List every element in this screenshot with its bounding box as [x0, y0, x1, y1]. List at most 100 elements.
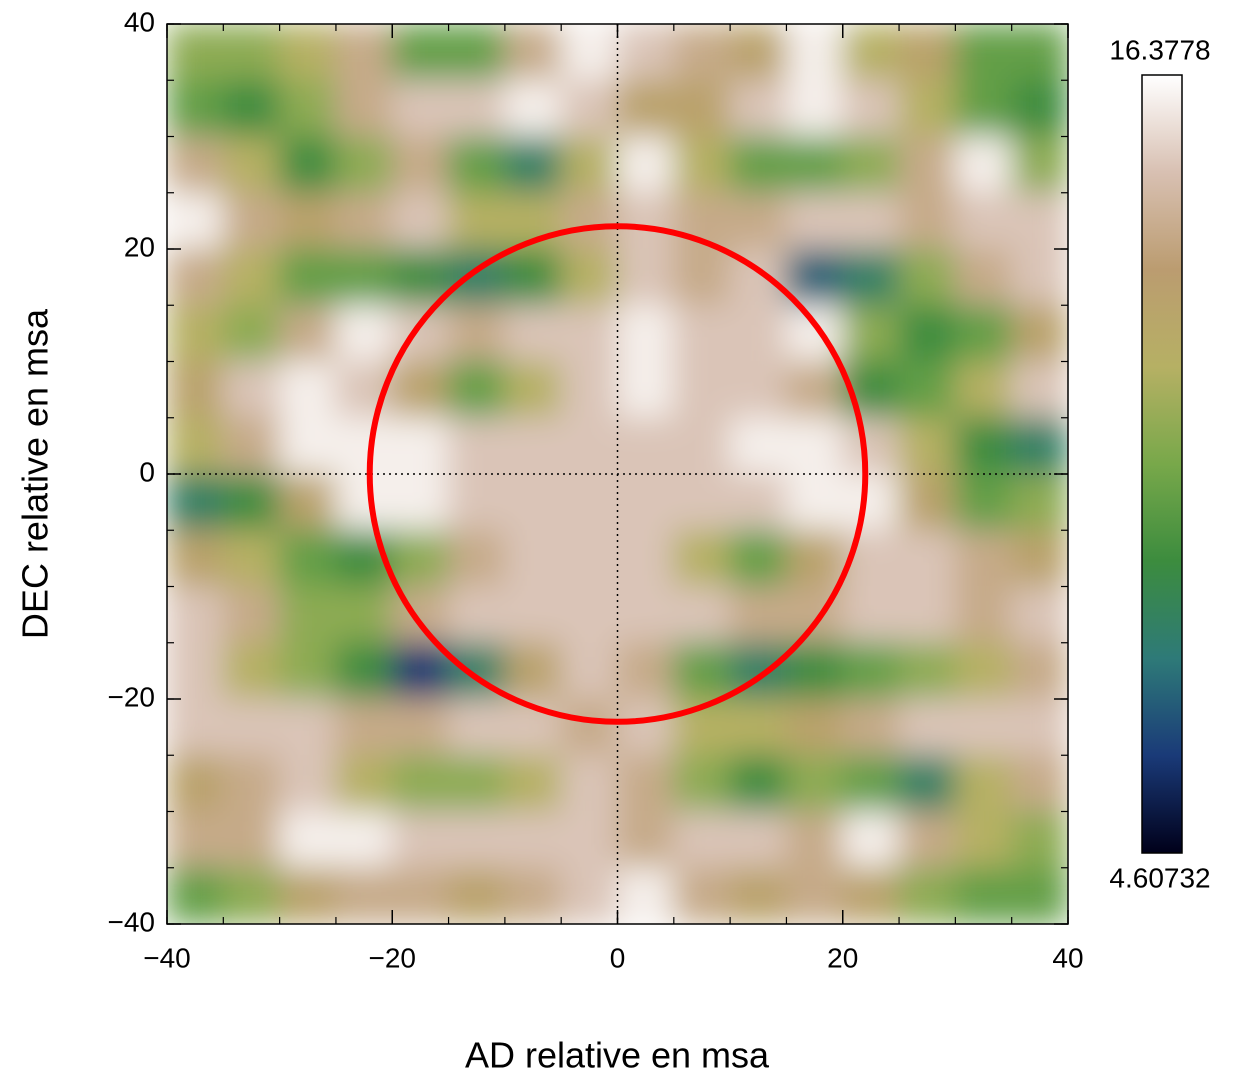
heatmap-cell [1011, 248, 1068, 306]
heatmap-cell [729, 417, 787, 475]
heatmap-cell [954, 136, 1013, 194]
heatmap-cell [729, 586, 787, 644]
heatmap-cell [448, 24, 506, 81]
heatmap-cell [448, 698, 506, 756]
heatmap-cell [785, 248, 844, 306]
heatmap-cell [504, 79, 562, 137]
heatmap-cell [954, 79, 1013, 137]
heatmap-cell [1011, 192, 1068, 250]
heatmap-cell [954, 529, 1013, 587]
heatmap-cell [617, 136, 675, 194]
heatmap-cell [673, 529, 731, 587]
heatmap-cell [448, 361, 506, 419]
heatmap-cell [954, 867, 1013, 924]
heatmap-cell [898, 361, 956, 419]
heatmap-cell [504, 529, 562, 587]
heatmap-cell [222, 698, 281, 756]
heatmap-cell [335, 642, 393, 700]
heatmap-cell [842, 642, 900, 700]
heatmap-cell [842, 192, 900, 250]
heatmap-cell [448, 304, 506, 362]
heatmap-cell [560, 304, 618, 362]
heatmap-cell [898, 79, 956, 137]
heatmap-cell [167, 304, 224, 362]
heatmap-cell [504, 586, 562, 644]
heatmap-cell [1011, 361, 1068, 419]
heatmap-cell [954, 24, 1013, 81]
heatmap-cell [560, 79, 618, 137]
x-axis-title: AD relative en msa [465, 1035, 770, 1076]
heatmap-cell [560, 754, 618, 812]
heatmap-cell [448, 417, 506, 475]
y-tick-label: 40 [124, 6, 155, 37]
heatmap-cell [222, 361, 281, 419]
heatmap-clip [167, 24, 1068, 924]
heatmap-cell [729, 24, 787, 81]
heatmap-cell [729, 698, 787, 756]
heatmap-cell [617, 79, 675, 137]
heatmap-cell [504, 361, 562, 419]
heatmap-cell [222, 586, 281, 644]
heatmap-cell [391, 642, 450, 700]
heatmap-cell [842, 24, 900, 81]
heatmap-cell [560, 642, 618, 700]
heatmap-cell [898, 586, 956, 644]
heatmap-cell [335, 417, 393, 475]
heatmap-cell [222, 642, 281, 700]
heatmap-cell [448, 811, 506, 869]
heatmap-cell [1011, 754, 1068, 812]
heatmap-cell [167, 642, 224, 700]
heatmap-cell [391, 473, 450, 531]
heatmap-cell [391, 24, 450, 81]
heatmap-cell [448, 586, 506, 644]
heatmap-cell [167, 586, 224, 644]
heatmap-cell [504, 304, 562, 362]
heatmap-cell [222, 754, 281, 812]
heatmap-cell [448, 192, 506, 250]
heatmap-cell [617, 586, 675, 644]
heatmap-cell [898, 473, 956, 531]
heatmap-cell [222, 473, 281, 531]
heatmap-cell [898, 248, 956, 306]
x-tick-label: 40 [1052, 942, 1083, 973]
heatmap-cell [504, 642, 562, 700]
heatmap-cell [954, 417, 1013, 475]
heatmap-cell [448, 79, 506, 137]
heatmap-cell [560, 417, 618, 475]
heatmap-cell [560, 867, 618, 924]
heatmap-cell [335, 698, 393, 756]
heatmap-cell [1011, 811, 1068, 869]
heatmap-cell [617, 361, 675, 419]
heatmap-cell [842, 79, 900, 137]
heatmap-cell [391, 754, 450, 812]
heatmap-cell [167, 417, 224, 475]
heatmap-cell [1011, 529, 1068, 587]
heatmap-cell [954, 698, 1013, 756]
heatmap-cell [898, 754, 956, 812]
y-axis-title: DEC relative en msa [15, 308, 56, 639]
heatmap-cell [279, 79, 337, 137]
heatmap-cell [335, 79, 393, 137]
heatmap-cell [279, 192, 337, 250]
heatmap-cell [729, 136, 787, 194]
heatmap-cell [448, 473, 506, 531]
heatmap [167, 24, 1068, 924]
heatmap-cell [785, 867, 844, 924]
y-tick-label: 20 [124, 231, 155, 262]
heatmap-cell [729, 529, 787, 587]
heatmap-cell [279, 867, 337, 924]
y-tick-label: −20 [108, 681, 156, 712]
heatmap-cell [1011, 136, 1068, 194]
heatmap-cell [673, 24, 731, 81]
heatmap-cell [279, 248, 337, 306]
heatmap-cell [617, 698, 675, 756]
heatmap-cell [898, 24, 956, 81]
heatmap-cell [842, 136, 900, 194]
heatmap-cell [673, 586, 731, 644]
heatmap-cell [448, 136, 506, 194]
heatmap-cell [222, 304, 281, 362]
heatmap-cell [842, 586, 900, 644]
heatmap-cell [842, 417, 900, 475]
heatmap-cell [222, 248, 281, 306]
heatmap-cell [279, 754, 337, 812]
